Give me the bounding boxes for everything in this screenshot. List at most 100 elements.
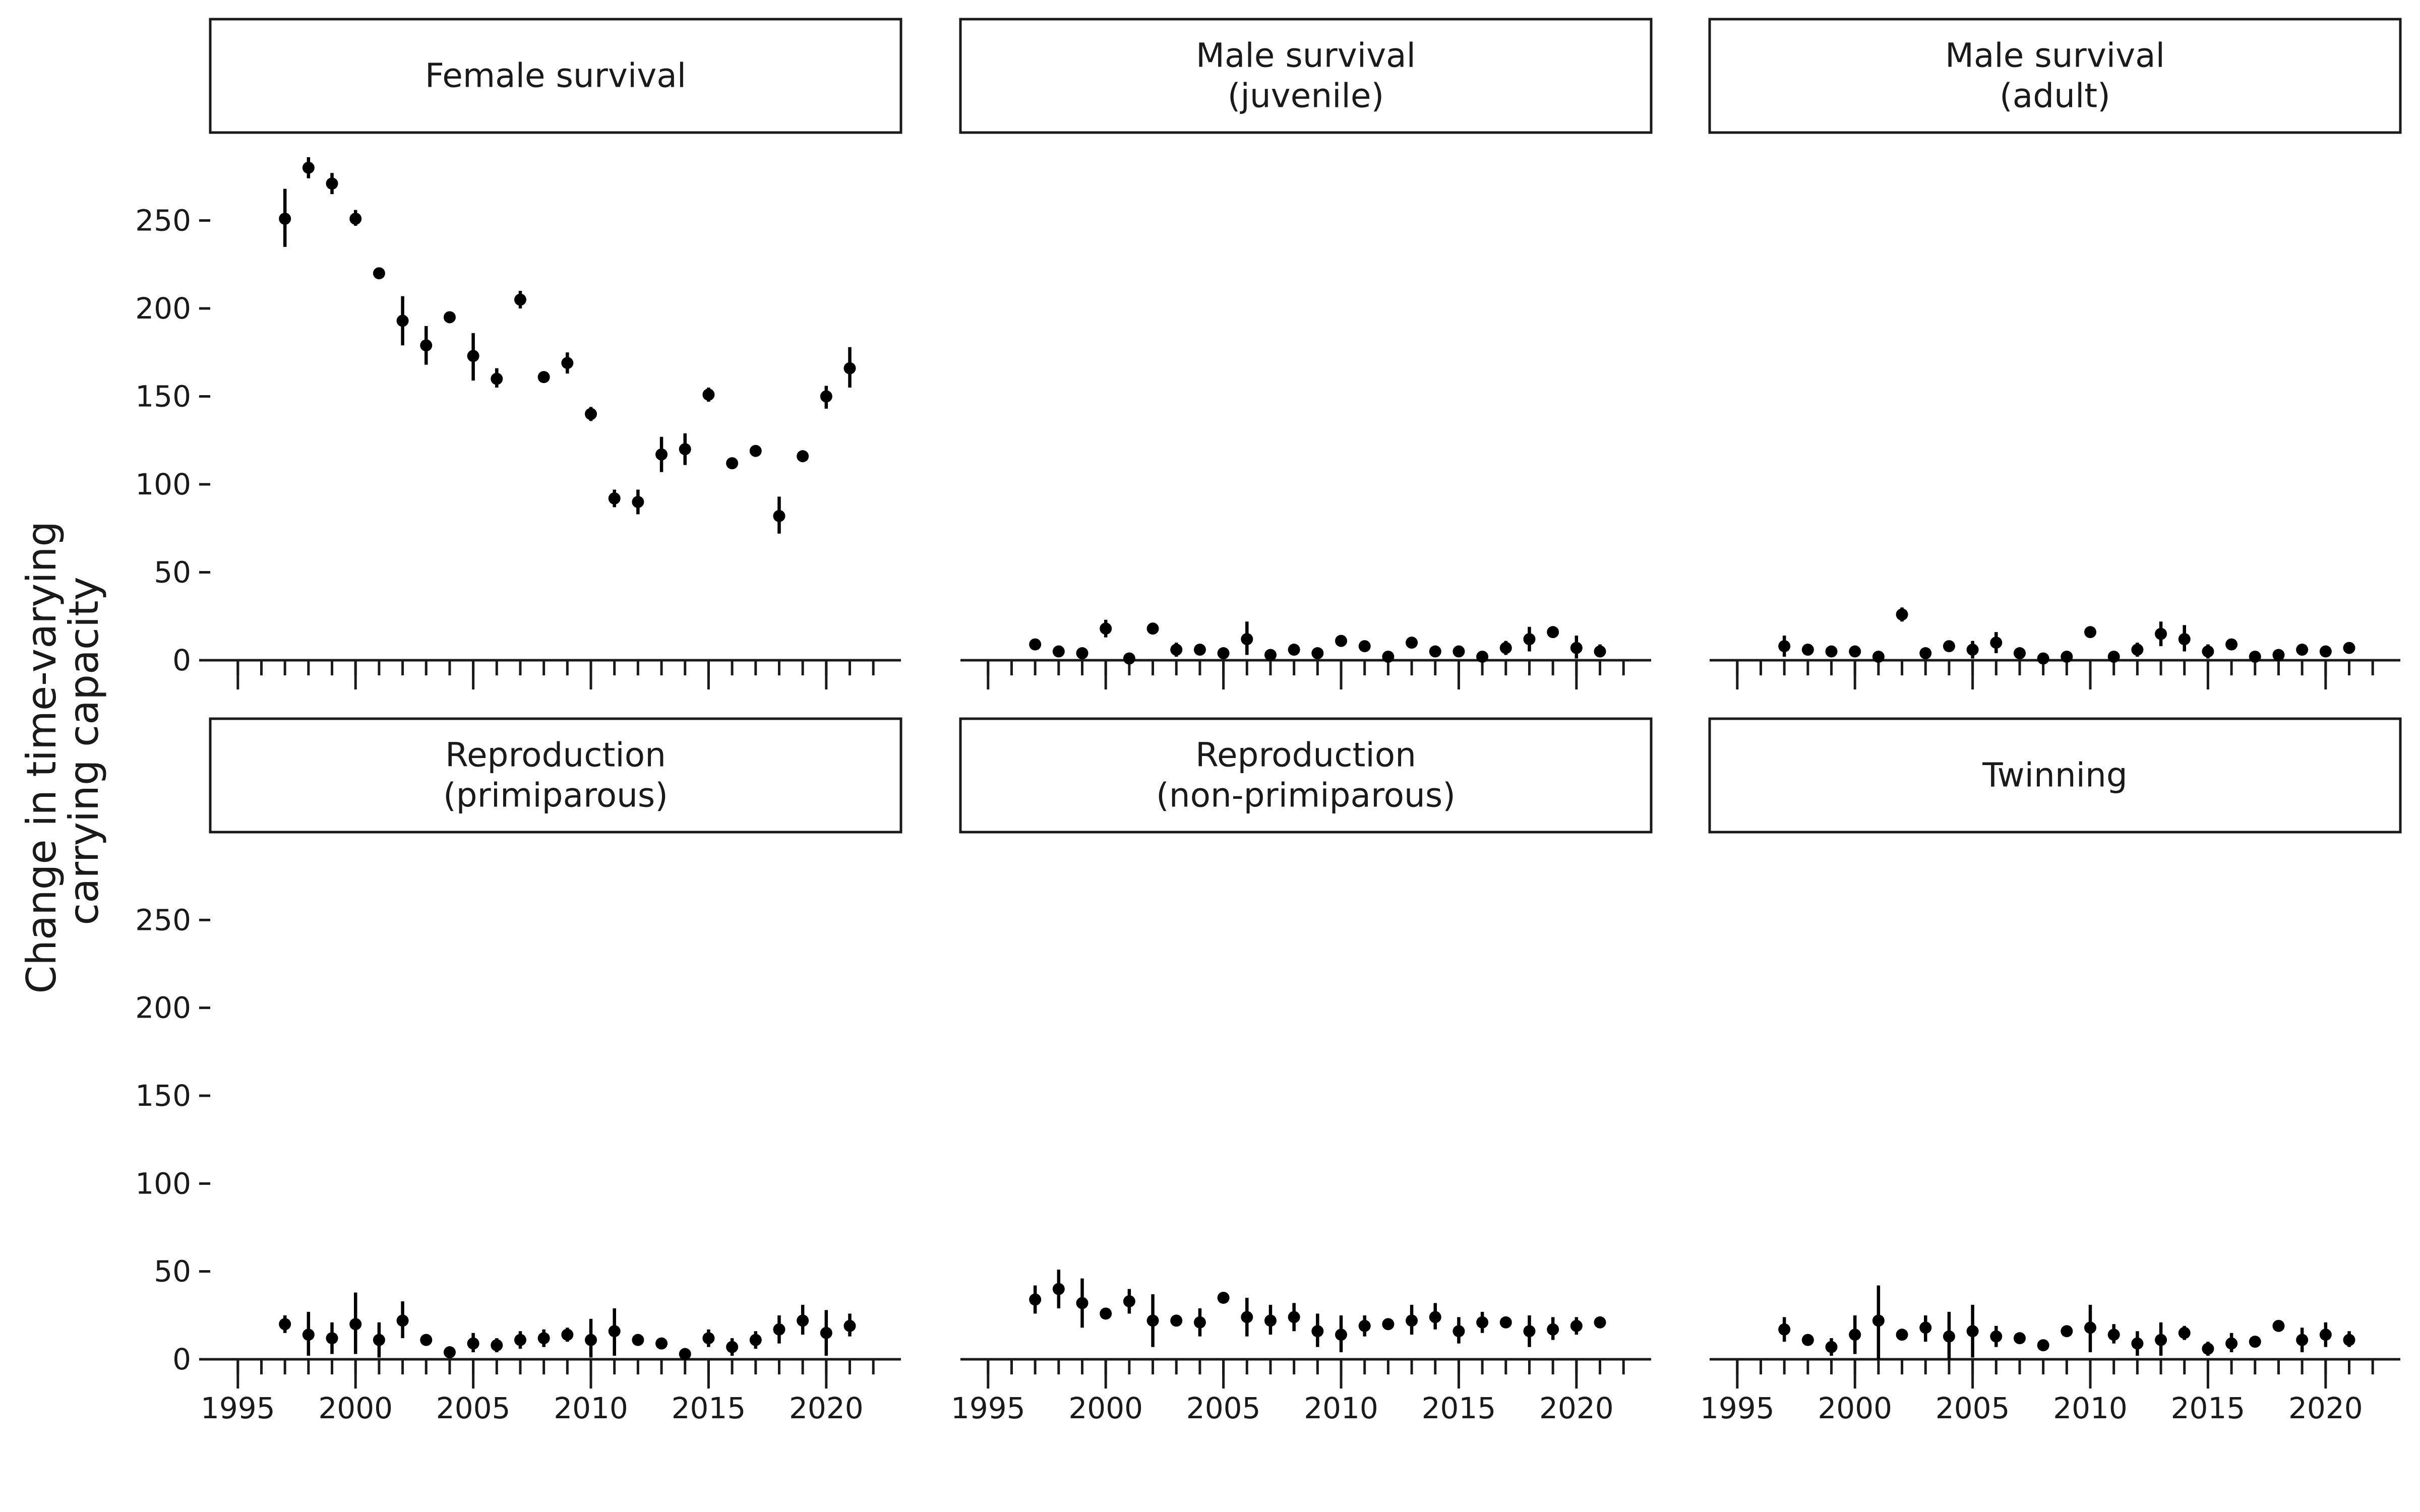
data-point bbox=[1547, 626, 1559, 639]
data-point bbox=[1146, 1314, 1159, 1327]
data-point bbox=[797, 1314, 809, 1327]
data-point bbox=[1919, 1321, 1932, 1334]
data-point bbox=[1801, 644, 1814, 656]
data-point bbox=[1217, 647, 1230, 660]
data-point bbox=[1476, 1316, 1489, 1329]
data-point bbox=[1429, 1311, 1441, 1324]
facet-strip bbox=[959, 18, 1653, 134]
data-point bbox=[632, 1334, 644, 1346]
facet-strip-label: Male survival bbox=[1196, 36, 1416, 75]
facet-strip-label: (primiparous) bbox=[443, 776, 668, 815]
data-point bbox=[2296, 644, 2309, 656]
data-point bbox=[608, 1325, 621, 1338]
data-point bbox=[1029, 638, 1042, 651]
data-point bbox=[1429, 645, 1441, 658]
data-point bbox=[1801, 1334, 1814, 1346]
x-tick-label: 2000 bbox=[1068, 1391, 1143, 1425]
y-axis-title: Change in time-varying carrying capacity bbox=[18, 508, 107, 993]
data-point bbox=[2319, 1329, 2332, 1341]
facet-strip-label: Reproduction bbox=[1195, 736, 1416, 775]
data-point bbox=[2178, 1327, 2191, 1339]
data-point bbox=[561, 1329, 574, 1341]
data-point bbox=[467, 1337, 479, 1350]
facet-male-survival-adult: Male survival(adult) bbox=[1708, 18, 2402, 689]
data-point bbox=[1264, 1314, 1277, 1327]
x-tick-label: 2020 bbox=[2288, 1391, 2363, 1425]
data-point bbox=[420, 1334, 433, 1346]
data-point bbox=[773, 510, 785, 522]
data-point bbox=[726, 457, 739, 470]
data-point bbox=[2343, 1334, 2355, 1346]
data-point bbox=[326, 177, 338, 190]
data-point bbox=[1335, 635, 1348, 647]
data-point bbox=[302, 1329, 315, 1341]
data-point bbox=[1523, 1325, 1536, 1338]
facet-panels: Female survival 0 50 100 150 200 250 Male survi… bbox=[135, 18, 2402, 1425]
data-point bbox=[1966, 644, 1979, 656]
x-tick-label: 2020 bbox=[1539, 1391, 1614, 1425]
data-point bbox=[1029, 1293, 1042, 1306]
data-point bbox=[1217, 1291, 1230, 1304]
data-point bbox=[491, 1339, 503, 1352]
y-tick-label: 50 bbox=[154, 555, 191, 590]
data-point bbox=[632, 495, 644, 508]
data-point bbox=[1100, 1307, 1112, 1320]
data-point bbox=[1170, 644, 1183, 656]
x-tick-label: 2010 bbox=[554, 1391, 628, 1425]
y-tick-label: 100 bbox=[135, 467, 191, 501]
data-point bbox=[1943, 640, 1955, 653]
data-point bbox=[1896, 1329, 1908, 1341]
data-point bbox=[2107, 1329, 2120, 1341]
data-point bbox=[749, 1334, 762, 1346]
facet-strip bbox=[209, 18, 902, 134]
data-point bbox=[561, 357, 574, 369]
data-point bbox=[396, 314, 409, 327]
data-point bbox=[2319, 645, 2332, 658]
facet-strip-label: (juvenile) bbox=[1228, 77, 1384, 115]
y-tick-label: 0 bbox=[172, 643, 191, 677]
data-point bbox=[1076, 1297, 1088, 1309]
facet-strip bbox=[1708, 717, 2402, 834]
data-point bbox=[1241, 1311, 1253, 1324]
data-point bbox=[1499, 642, 1512, 654]
data-point bbox=[1825, 1341, 1838, 1353]
data-point bbox=[2343, 642, 2355, 654]
x-tick-label: 2015 bbox=[1422, 1391, 1496, 1425]
data-point bbox=[1943, 1330, 1955, 1343]
data-point bbox=[1052, 1283, 1065, 1295]
data-point bbox=[1193, 644, 1206, 656]
facet-reproduction-primiparous: Reproduction(primiparous)1995 2000 2005 201… bbox=[135, 717, 902, 1425]
data-point bbox=[1358, 640, 1371, 653]
data-point bbox=[1453, 1325, 1465, 1338]
x-tick-label: 2010 bbox=[1304, 1391, 1378, 1425]
facet-strip-label: Male survival bbox=[1945, 36, 2165, 75]
data-point bbox=[2131, 1337, 2144, 1350]
data-point bbox=[514, 1334, 526, 1346]
data-point bbox=[443, 1346, 456, 1359]
data-point bbox=[2202, 645, 2214, 658]
data-point bbox=[2131, 644, 2144, 656]
data-point bbox=[1358, 1319, 1371, 1332]
data-point bbox=[1453, 645, 1465, 658]
data-point bbox=[1406, 637, 1418, 649]
y-tick-label: 250 bbox=[135, 204, 191, 238]
data-point bbox=[1100, 622, 1112, 635]
data-point bbox=[820, 390, 832, 403]
data-point bbox=[1990, 1330, 2003, 1343]
data-point bbox=[1146, 622, 1159, 635]
data-point bbox=[1919, 647, 1932, 660]
y-tick-label: 200 bbox=[135, 291, 191, 326]
data-point bbox=[1547, 1323, 1559, 1336]
data-point bbox=[443, 311, 456, 324]
x-tick-label: 2015 bbox=[2171, 1391, 2246, 1425]
data-point bbox=[2013, 647, 2026, 660]
data-point bbox=[1193, 1316, 1206, 1329]
data-point bbox=[1288, 1311, 1300, 1324]
data-point bbox=[702, 1332, 715, 1345]
data-point bbox=[1335, 1329, 1348, 1341]
data-point bbox=[1594, 645, 1606, 658]
data-point bbox=[585, 408, 597, 420]
data-point bbox=[1849, 645, 1861, 658]
facet-strip-label: Reproduction bbox=[445, 736, 666, 775]
